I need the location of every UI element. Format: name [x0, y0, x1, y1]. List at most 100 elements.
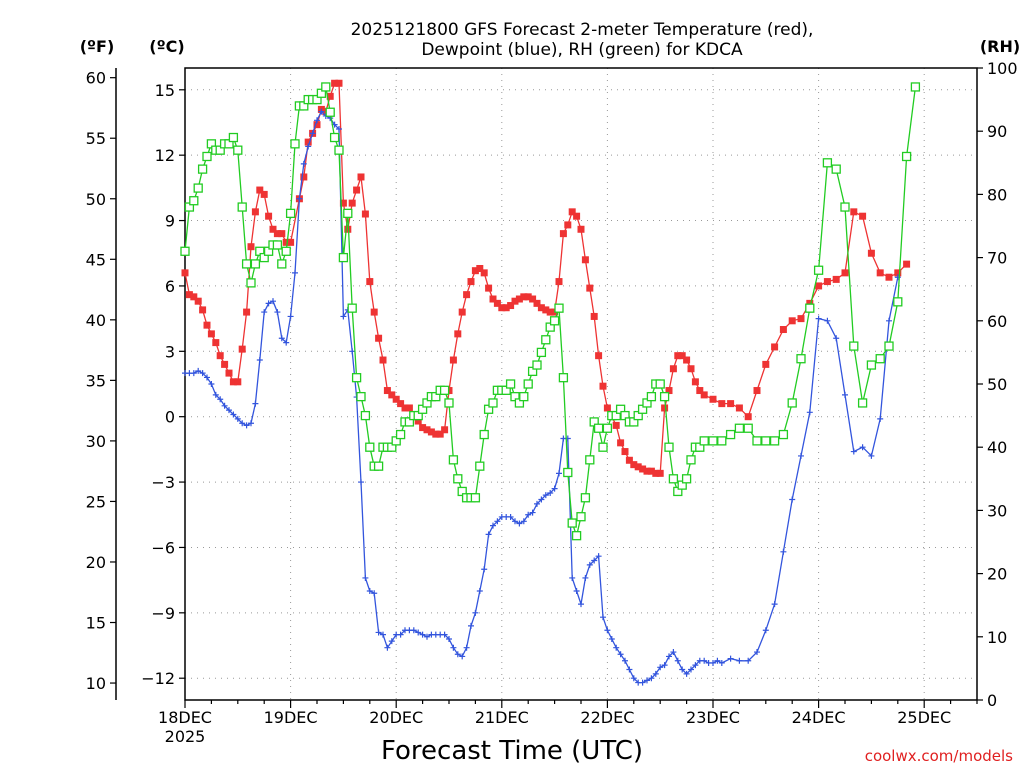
data-point [648, 675, 655, 682]
data-point [893, 297, 903, 307]
data-point [281, 246, 291, 256]
data-point [656, 469, 664, 477]
data-point [806, 299, 814, 307]
data-point [329, 132, 340, 143]
y-c-tick-label: −3 [151, 473, 175, 492]
data-point [488, 398, 498, 408]
y-c-tick-label: 15 [155, 81, 175, 100]
data-point [725, 429, 736, 440]
data-point [608, 635, 615, 642]
data-point [229, 378, 237, 386]
data-point [195, 367, 202, 374]
data-point [585, 455, 595, 465]
data-point [549, 316, 560, 326]
data-point [274, 309, 281, 316]
data-point [688, 666, 694, 673]
data-point [542, 306, 550, 314]
data-point [547, 489, 554, 496]
data-point [405, 404, 413, 412]
data-point [582, 574, 589, 581]
data-point [787, 398, 797, 408]
data-point [868, 452, 875, 459]
data-point [278, 230, 286, 238]
data-point [272, 240, 283, 250]
data-point [225, 369, 233, 377]
data-point [212, 339, 220, 347]
data-point [718, 400, 726, 408]
data-point [595, 352, 603, 360]
data-point [362, 574, 369, 581]
data-point [331, 79, 339, 87]
data-point [771, 343, 779, 351]
data-point [564, 221, 572, 229]
data-point [375, 629, 382, 636]
data-point [395, 429, 406, 440]
data-point [536, 347, 547, 358]
data-point [349, 348, 356, 355]
data-point [251, 208, 259, 216]
data-point [534, 500, 540, 507]
data-point [505, 379, 516, 389]
y-f-tick-label: 15 [86, 614, 106, 633]
data-point [668, 474, 679, 484]
data-point [529, 509, 536, 516]
data-point [335, 79, 343, 87]
data-point [824, 317, 831, 324]
data-point [815, 315, 822, 322]
data-point [480, 269, 488, 277]
data-point [356, 391, 366, 402]
data-point [334, 145, 344, 155]
data-point [228, 132, 239, 143]
data-point [365, 442, 375, 452]
data-point [714, 657, 721, 664]
data-point [523, 379, 533, 389]
data-point [226, 407, 232, 414]
data-point [593, 423, 604, 433]
data-point [617, 439, 625, 447]
data-point [778, 429, 789, 440]
data-point [343, 208, 353, 219]
data-point [427, 428, 435, 436]
data-point [397, 631, 404, 638]
data-point [710, 659, 716, 666]
data-point [709, 395, 717, 403]
data-point [877, 415, 884, 422]
data-point [894, 269, 902, 277]
data-point [603, 404, 611, 412]
data-point [699, 436, 709, 446]
data-point [454, 651, 461, 658]
data-point [541, 335, 551, 345]
data-point [290, 139, 300, 149]
data-point [558, 373, 569, 383]
data-point [203, 321, 211, 329]
data-point [197, 164, 208, 174]
data-point [529, 295, 537, 303]
data-point [467, 278, 475, 286]
data-point [743, 423, 753, 433]
data-point [538, 496, 545, 503]
data-point [321, 82, 331, 92]
data-point [875, 354, 885, 364]
data-point [326, 92, 334, 100]
data-point [602, 423, 613, 433]
data-point [217, 396, 224, 403]
data-point [590, 312, 598, 320]
data-point [573, 588, 580, 595]
data-point [247, 243, 255, 251]
y-rh-tick-label: 40 [987, 438, 1007, 457]
data-point [375, 334, 383, 342]
data-point [489, 295, 497, 303]
y-f-tick-label: 50 [86, 190, 106, 209]
data-point [567, 518, 577, 528]
x-tick-label: 23DEC [686, 708, 740, 727]
data-point [769, 436, 780, 446]
data-point [520, 518, 527, 525]
data-point [718, 659, 725, 666]
data-point [779, 326, 787, 334]
data-point [598, 442, 608, 452]
y-right-label: (RH) [980, 37, 1020, 56]
data-point [866, 360, 877, 370]
data-point [239, 420, 246, 427]
data-point [516, 520, 523, 527]
data-point [458, 308, 466, 316]
